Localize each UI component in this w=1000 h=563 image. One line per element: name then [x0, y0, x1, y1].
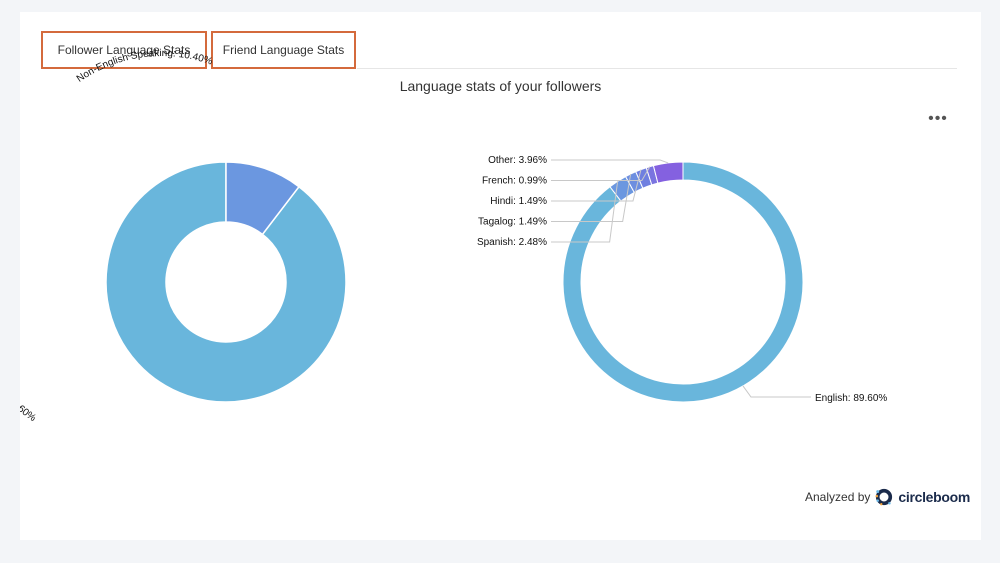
slice-label-english: English: 89.60%	[815, 393, 887, 404]
leader-line-french	[551, 166, 651, 181]
chart-title: Language stats of your followers	[399, 78, 602, 94]
slice-label-hindi: Hindi: 1.49%	[490, 196, 547, 207]
slice-other[interactable]	[652, 161, 684, 184]
slice-english[interactable]	[562, 161, 804, 403]
slice-label-non-english-speaking: Non-English Speaking: 10.40%	[75, 48, 214, 85]
charts-svg: English Speaking: 89.60% Non-English Spea…	[20, 48, 887, 424]
leader-line-spanish	[551, 181, 619, 243]
slice-label-english-speaking: English Speaking: 89.60%	[20, 329, 38, 424]
slice-label-french: French: 0.99%	[482, 176, 547, 187]
leader-line-other	[551, 159, 669, 164]
leader-line-english	[742, 385, 811, 398]
donut-chart-follower-languages: Other: 3.96% French: 0.99% Hindi: 1.49% Tag…	[477, 155, 887, 404]
donut-chart-follower-speaking: English Speaking: 89.60% Non-English Spea…	[20, 48, 347, 424]
circleboom-brand: circleboom	[898, 489, 971, 505]
leader-line-hindi	[551, 169, 642, 202]
leader-line-tagalog	[551, 173, 632, 222]
chart-card: Follower Language Stats Friend Language …	[20, 12, 981, 540]
tab-friend-language-stats[interactable]: Friend Language Stats	[211, 31, 356, 69]
footer-attribution: Analyzed by circleboom	[805, 488, 970, 506]
tab-follower-language-stats[interactable]: Follower Language Stats	[41, 31, 207, 69]
slice-non-english-speaking[interactable]	[225, 161, 301, 236]
tab-bar: Follower Language Stats Friend Language …	[41, 31, 356, 69]
slice-english-speaking[interactable]	[105, 161, 347, 403]
tab-divider	[357, 68, 957, 69]
analyzed-by-label: Analyzed by	[805, 490, 871, 504]
slice-label-spanish: Spanish: 2.48%	[477, 237, 547, 248]
slice-label-other: Other: 3.96%	[488, 155, 547, 166]
more-menu-icon[interactable]: •••	[928, 110, 948, 127]
circleboom-logo-icon	[875, 488, 893, 506]
slice-label-tagalog: Tagalog: 1.49%	[478, 217, 547, 228]
